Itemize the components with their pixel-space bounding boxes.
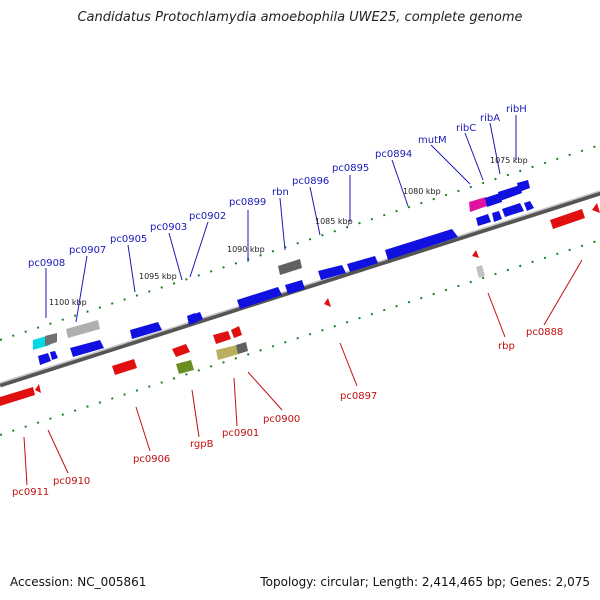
kbp-label: 1080 kbp <box>403 187 441 196</box>
gene-label-rgpB: rgpB <box>190 439 214 450</box>
gene-label-pc0897: pc0897 <box>340 391 377 402</box>
gene-pc0908d <box>50 351 58 360</box>
gene-small-2 <box>492 211 502 222</box>
gene-rgpB <box>172 344 190 357</box>
reverse-tick-row <box>0 239 600 436</box>
gene-label-ribC: ribC <box>456 123 476 134</box>
gene-pc0906 <box>112 359 137 375</box>
gene-ribA <box>498 185 522 201</box>
gene-label-rbn: rbn <box>272 187 289 198</box>
gene-label-pc0911: pc0911 <box>12 487 49 498</box>
gene-pc0901b <box>231 326 242 338</box>
gene-rbp-b <box>476 265 485 278</box>
gene-pc0895a <box>318 265 346 280</box>
gene-pc0888b <box>592 203 600 213</box>
gene-pc0899 <box>237 287 282 309</box>
gene-pc0902 <box>194 312 203 322</box>
gene-ribH <box>517 180 530 192</box>
gene-pc0905 <box>130 322 162 339</box>
gene-label-ribA: ribA <box>480 113 500 124</box>
leader-lines <box>23 115 583 486</box>
gene-label-pc0888: pc0888 <box>526 327 563 338</box>
gene-label-pc0899: pc0899 <box>229 197 266 208</box>
gene-label-pc0894: pc0894 <box>375 149 412 160</box>
gene-label-pc0901: pc0901 <box>222 428 259 439</box>
gene-pc0907 <box>66 320 100 338</box>
kbp-label: 1090 kbp <box>227 245 265 254</box>
reverse-genes <box>0 203 600 406</box>
gene-label-ribH: ribH <box>506 104 527 115</box>
gene-label-pc0910: pc0910 <box>53 476 90 487</box>
gene-pc0894 <box>385 229 458 260</box>
gene-label-mutM: mutM <box>418 135 447 146</box>
gene-pc0911 <box>0 387 35 406</box>
gene-small-4 <box>524 201 534 211</box>
gene-pc0911b <box>35 384 41 393</box>
gene-pc0888 <box>550 209 585 229</box>
gene-small-1 <box>476 214 491 226</box>
gene-pc0896 <box>285 280 305 294</box>
gene-pc0895b <box>347 256 378 272</box>
forward-genes <box>33 180 534 365</box>
gene-label-pc0906: pc0906 <box>133 454 170 465</box>
gene-label-pc0905: pc0905 <box>110 234 147 245</box>
kbp-label: 1095 kbp <box>139 272 177 281</box>
gene-pc0908c <box>38 353 51 365</box>
gene-label-pc0896: pc0896 <box>292 176 329 187</box>
gene-label-pc0908: pc0908 <box>28 258 65 269</box>
gene-label-rbp: rbp <box>498 341 515 352</box>
gene-rbn <box>278 259 302 275</box>
kbp-label: 1100 kbp <box>49 298 87 307</box>
gene-label-pc0903: pc0903 <box>150 222 187 233</box>
gene-rgpB-b <box>176 360 194 374</box>
kbp-label: 1085 kbp <box>315 217 353 226</box>
gene-rbp <box>472 250 479 258</box>
gene-pc0900b <box>236 342 248 354</box>
gene-label-pc0907: pc0907 <box>69 245 106 256</box>
gene-pc0901 <box>213 331 231 344</box>
gene-pc0897 <box>324 298 331 307</box>
kbp-label: 1075 kbp <box>490 156 528 165</box>
genome-summary: Topology: circular; Length: 2,414,465 bp… <box>260 575 590 589</box>
gene-mutM <box>469 197 487 212</box>
forward-gene-labels: pc0908 pc0907 pc0905 pc0903 pc0902 pc089… <box>28 104 527 269</box>
gene-pc0907b <box>70 340 104 357</box>
forward-tick-row <box>0 144 600 341</box>
gene-label-pc0902: pc0902 <box>189 211 226 222</box>
map-title: Candidatus Protochlamydia amoebophila UW… <box>77 10 523 25</box>
reverse-gene-labels: pc0911 pc0910 pc0906 rgpB pc0901 pc0900 … <box>12 327 563 498</box>
gene-pc0900a <box>216 345 239 360</box>
gene-label-pc0900: pc0900 <box>263 414 300 425</box>
kbp-scale: 1100 kbp 1095 kbp 1090 kbp 1085 kbp 1080… <box>49 156 528 307</box>
gene-label-pc0895: pc0895 <box>332 163 369 174</box>
accession-text: Accession: NC_005861 <box>10 575 147 589</box>
gene-small-3 <box>502 203 524 217</box>
gene-pc0908b <box>45 333 57 346</box>
gene-ribC <box>485 193 502 207</box>
